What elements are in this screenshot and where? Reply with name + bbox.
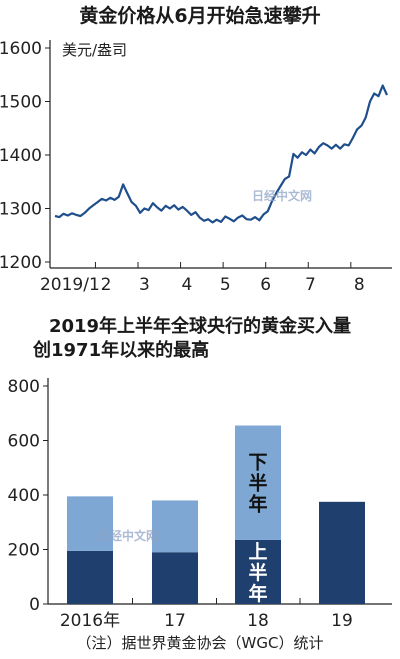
chart1-x-tick-label: 7: [305, 275, 316, 295]
bar-second-half-18: [235, 425, 281, 540]
footnote: （注）据世界黄金协会（WGC）统计: [77, 634, 324, 652]
chart1-y-tick-label: 1200: [0, 253, 42, 273]
chart1-x-tick-label: 6: [260, 275, 271, 295]
label-second-half: 半: [248, 472, 267, 495]
chart1-y-tick-label: 1300: [0, 200, 42, 220]
label-second-half: 年: [248, 493, 267, 516]
gold-price-series-line: [54, 84, 389, 224]
bar-first-half-17: [152, 552, 198, 604]
bar-second-half-17: [152, 500, 198, 553]
label-first-half: 上: [248, 541, 267, 563]
chart1-x-tick-label: 5: [220, 275, 231, 295]
bar-first-half-18: [235, 539, 281, 604]
chart2-y-tick-label: 800: [8, 377, 40, 397]
bar-first-half-19: [319, 501, 365, 604]
chart1-x-tick-label: 8: [354, 275, 365, 295]
chart2-x-tick-label: 17: [164, 611, 186, 631]
watermark-2: 日经中文网: [98, 528, 158, 543]
chart2-x-tick-label: 18: [247, 611, 269, 631]
chart2-y-tick-label: 400: [8, 486, 40, 506]
label-second-half: 下: [248, 452, 267, 474]
chart2-title-line1: 2019年上半年全球央行的黄金买入量: [49, 315, 351, 337]
chart2-title-line2: 创1971年以来的最高: [32, 339, 209, 361]
bar-second-half-2016年: [67, 496, 113, 551]
watermark-1: 日经中文网: [252, 188, 312, 203]
chart1-title: 黄金价格从6月开始急速攀升: [79, 4, 320, 27]
chart1-y-unit: 美元/盎司: [62, 41, 127, 59]
chart1-x-tick-label: 2019/1: [40, 275, 100, 295]
chart1-x-tick-label: 4: [182, 275, 193, 295]
chart1-x-tick-label: 2: [101, 275, 112, 295]
chart1-y-tick-label: 1500: [0, 93, 42, 113]
chart2-x-tick-label: 2016年: [60, 611, 120, 631]
label-first-half: 年: [248, 582, 267, 605]
label-first-half: 半: [248, 561, 267, 584]
chart2-y-tick-label: 200: [8, 541, 40, 561]
bar-first-half-2016年: [67, 550, 113, 604]
chart2-y-tick-label: 0: [29, 595, 40, 615]
chart1-x-tick-label: 3: [139, 275, 150, 295]
chart1-y-tick-label: 1400: [0, 146, 42, 166]
chart1-plot: 美元/盎司 1600 1500 1400 1300 1200 2019/1 2 3 4 5 6 7 8…: [0, 39, 392, 295]
chart1-y-tick-label: 1600: [0, 39, 42, 59]
chart2-x-tick-label: 19: [331, 611, 353, 631]
chart2-y-tick-label: 600: [8, 432, 40, 452]
